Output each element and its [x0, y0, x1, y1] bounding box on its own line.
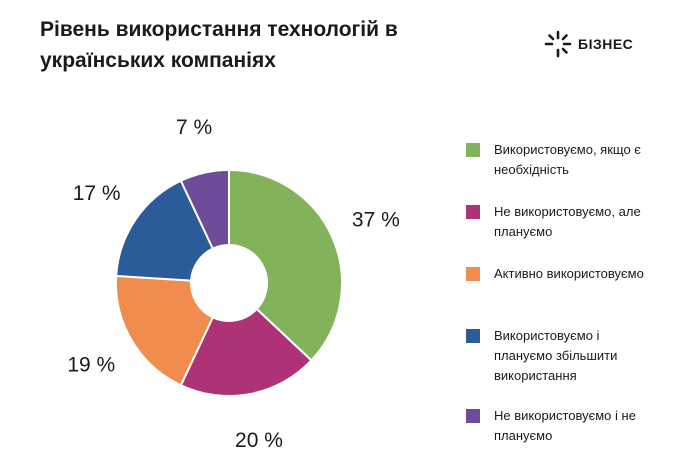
pie-slice-5 [179, 168, 230, 250]
legend-swatch [466, 205, 480, 219]
legend-item-2: Не використовуємо, але плануємо [466, 202, 654, 242]
legend-item-4: Використовуємо і плануємо збільшити вико… [466, 326, 654, 386]
legend-label: Використовуємо, якщо є необхідність [494, 142, 641, 177]
slice-value-label-5: 7 % [176, 116, 212, 139]
pie-slice-1 [228, 168, 343, 362]
legend-swatch [466, 267, 480, 281]
legend-item-3: Активно використовуємо [466, 264, 654, 284]
slice-value-label-2: 20 % [235, 429, 283, 452]
legend-swatch [466, 329, 480, 343]
legend-label: Використовуємо і плануємо збільшити вико… [494, 328, 618, 383]
legend-label: Не використовуємо, але плануємо [494, 204, 641, 239]
donut-chart: 37 % 20 % 19 % 17 % 7 % [67, 116, 400, 452]
pie-slice-3 [115, 274, 215, 387]
logo-text: БІЗНЕС [578, 36, 634, 52]
legend-label: Активно використовуємо [494, 266, 644, 281]
pie-slice-4 [115, 179, 215, 282]
legend-item-1: Використовуємо, якщо є необхідність [466, 140, 654, 180]
brand-logo: БІЗНЕС [544, 30, 633, 58]
sparkle-logo-icon [544, 30, 572, 58]
slice-value-label-1: 37 % [352, 208, 400, 231]
legend-label: Не використовуємо і не плануємо [494, 408, 636, 443]
slice-value-label-4: 17 % [73, 182, 121, 205]
slice-value-label-3: 19 % [67, 353, 115, 376]
page-title: Рівень використання технологій в українс… [40, 18, 398, 72]
legend-item-5: Не використовуємо і не плануємо [466, 406, 654, 446]
legend-swatch [466, 409, 480, 423]
legend-swatch [466, 143, 480, 157]
pie-slice-2 [179, 307, 313, 397]
